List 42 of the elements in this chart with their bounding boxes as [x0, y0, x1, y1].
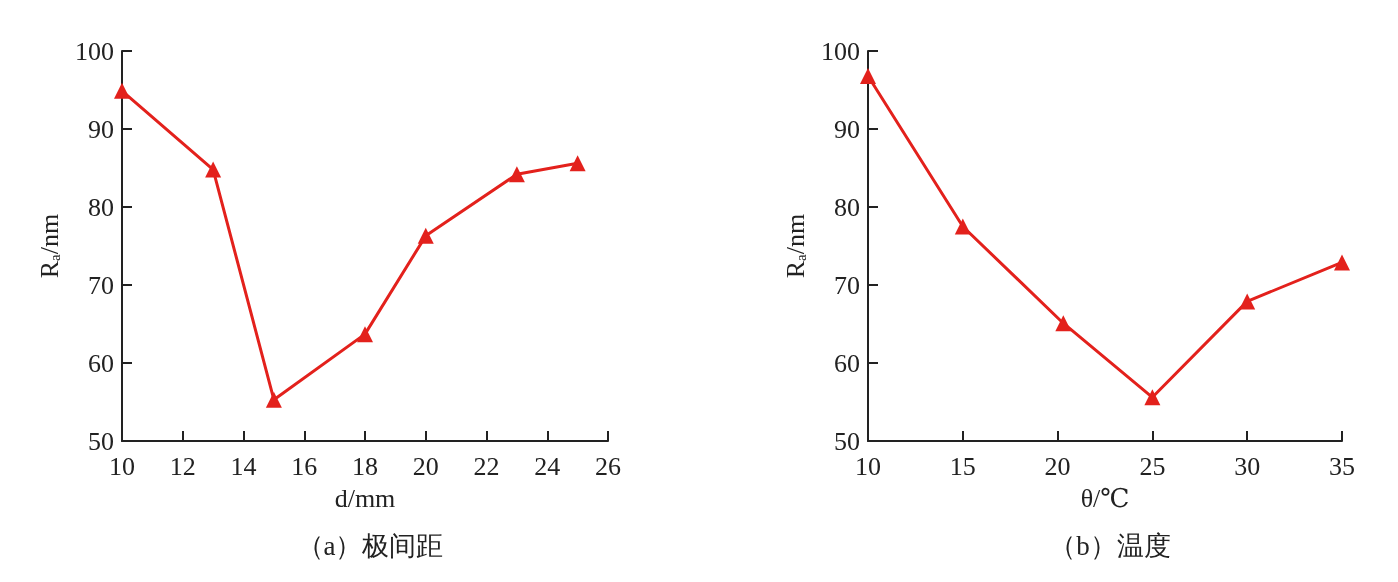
point [1055, 315, 1072, 332]
point [417, 227, 434, 244]
point [114, 82, 130, 99]
point [1334, 254, 1350, 271]
y-axis-title: Ra/nm [34, 213, 64, 279]
point [569, 155, 586, 172]
point [954, 218, 971, 235]
x-tick-label: 30 [1234, 451, 1261, 481]
y-tick-label: 60 [88, 348, 114, 378]
point [357, 326, 373, 343]
y-tick-label: 70 [88, 270, 114, 300]
y-tick-label: 100 [75, 36, 114, 66]
x-tick-label: 26 [595, 451, 621, 481]
x-tick-label: 24 [534, 451, 561, 481]
point [1239, 293, 1256, 310]
x-axis-title: θ/℃ [1080, 483, 1130, 513]
point [860, 67, 876, 84]
x-tick-label: 25 [1139, 451, 1166, 481]
x-tick-label: 18 [352, 451, 378, 481]
point [1144, 389, 1161, 406]
x-tick-label: 14 [230, 451, 257, 481]
x-tick-label: 15 [949, 451, 976, 481]
text: （b）温度 [1049, 530, 1171, 561]
y-tick-label: 60 [834, 348, 860, 378]
x-tick-label: 20 [412, 451, 439, 481]
y-tick-label: 90 [88, 114, 114, 144]
x-tick-label: 20 [1044, 451, 1071, 481]
text: （a）极间距 [296, 530, 444, 561]
point [508, 166, 525, 183]
x-tick-label: 16 [291, 451, 318, 481]
y-tick-label: 100 [821, 36, 860, 66]
x-tick-label: 35 [1329, 451, 1355, 481]
y-tick-label: 90 [834, 114, 860, 144]
x-tick-label: 12 [169, 451, 196, 481]
point [205, 161, 222, 178]
y-tick-label: 80 [88, 192, 114, 222]
y-axis-title: Ra/nm [780, 213, 810, 279]
y-tick-label: 70 [834, 270, 860, 300]
y-tick-label: 80 [834, 192, 860, 222]
x-tick-label: 22 [473, 451, 500, 481]
point [265, 391, 282, 408]
x-axis-title: d/mm [334, 483, 396, 513]
